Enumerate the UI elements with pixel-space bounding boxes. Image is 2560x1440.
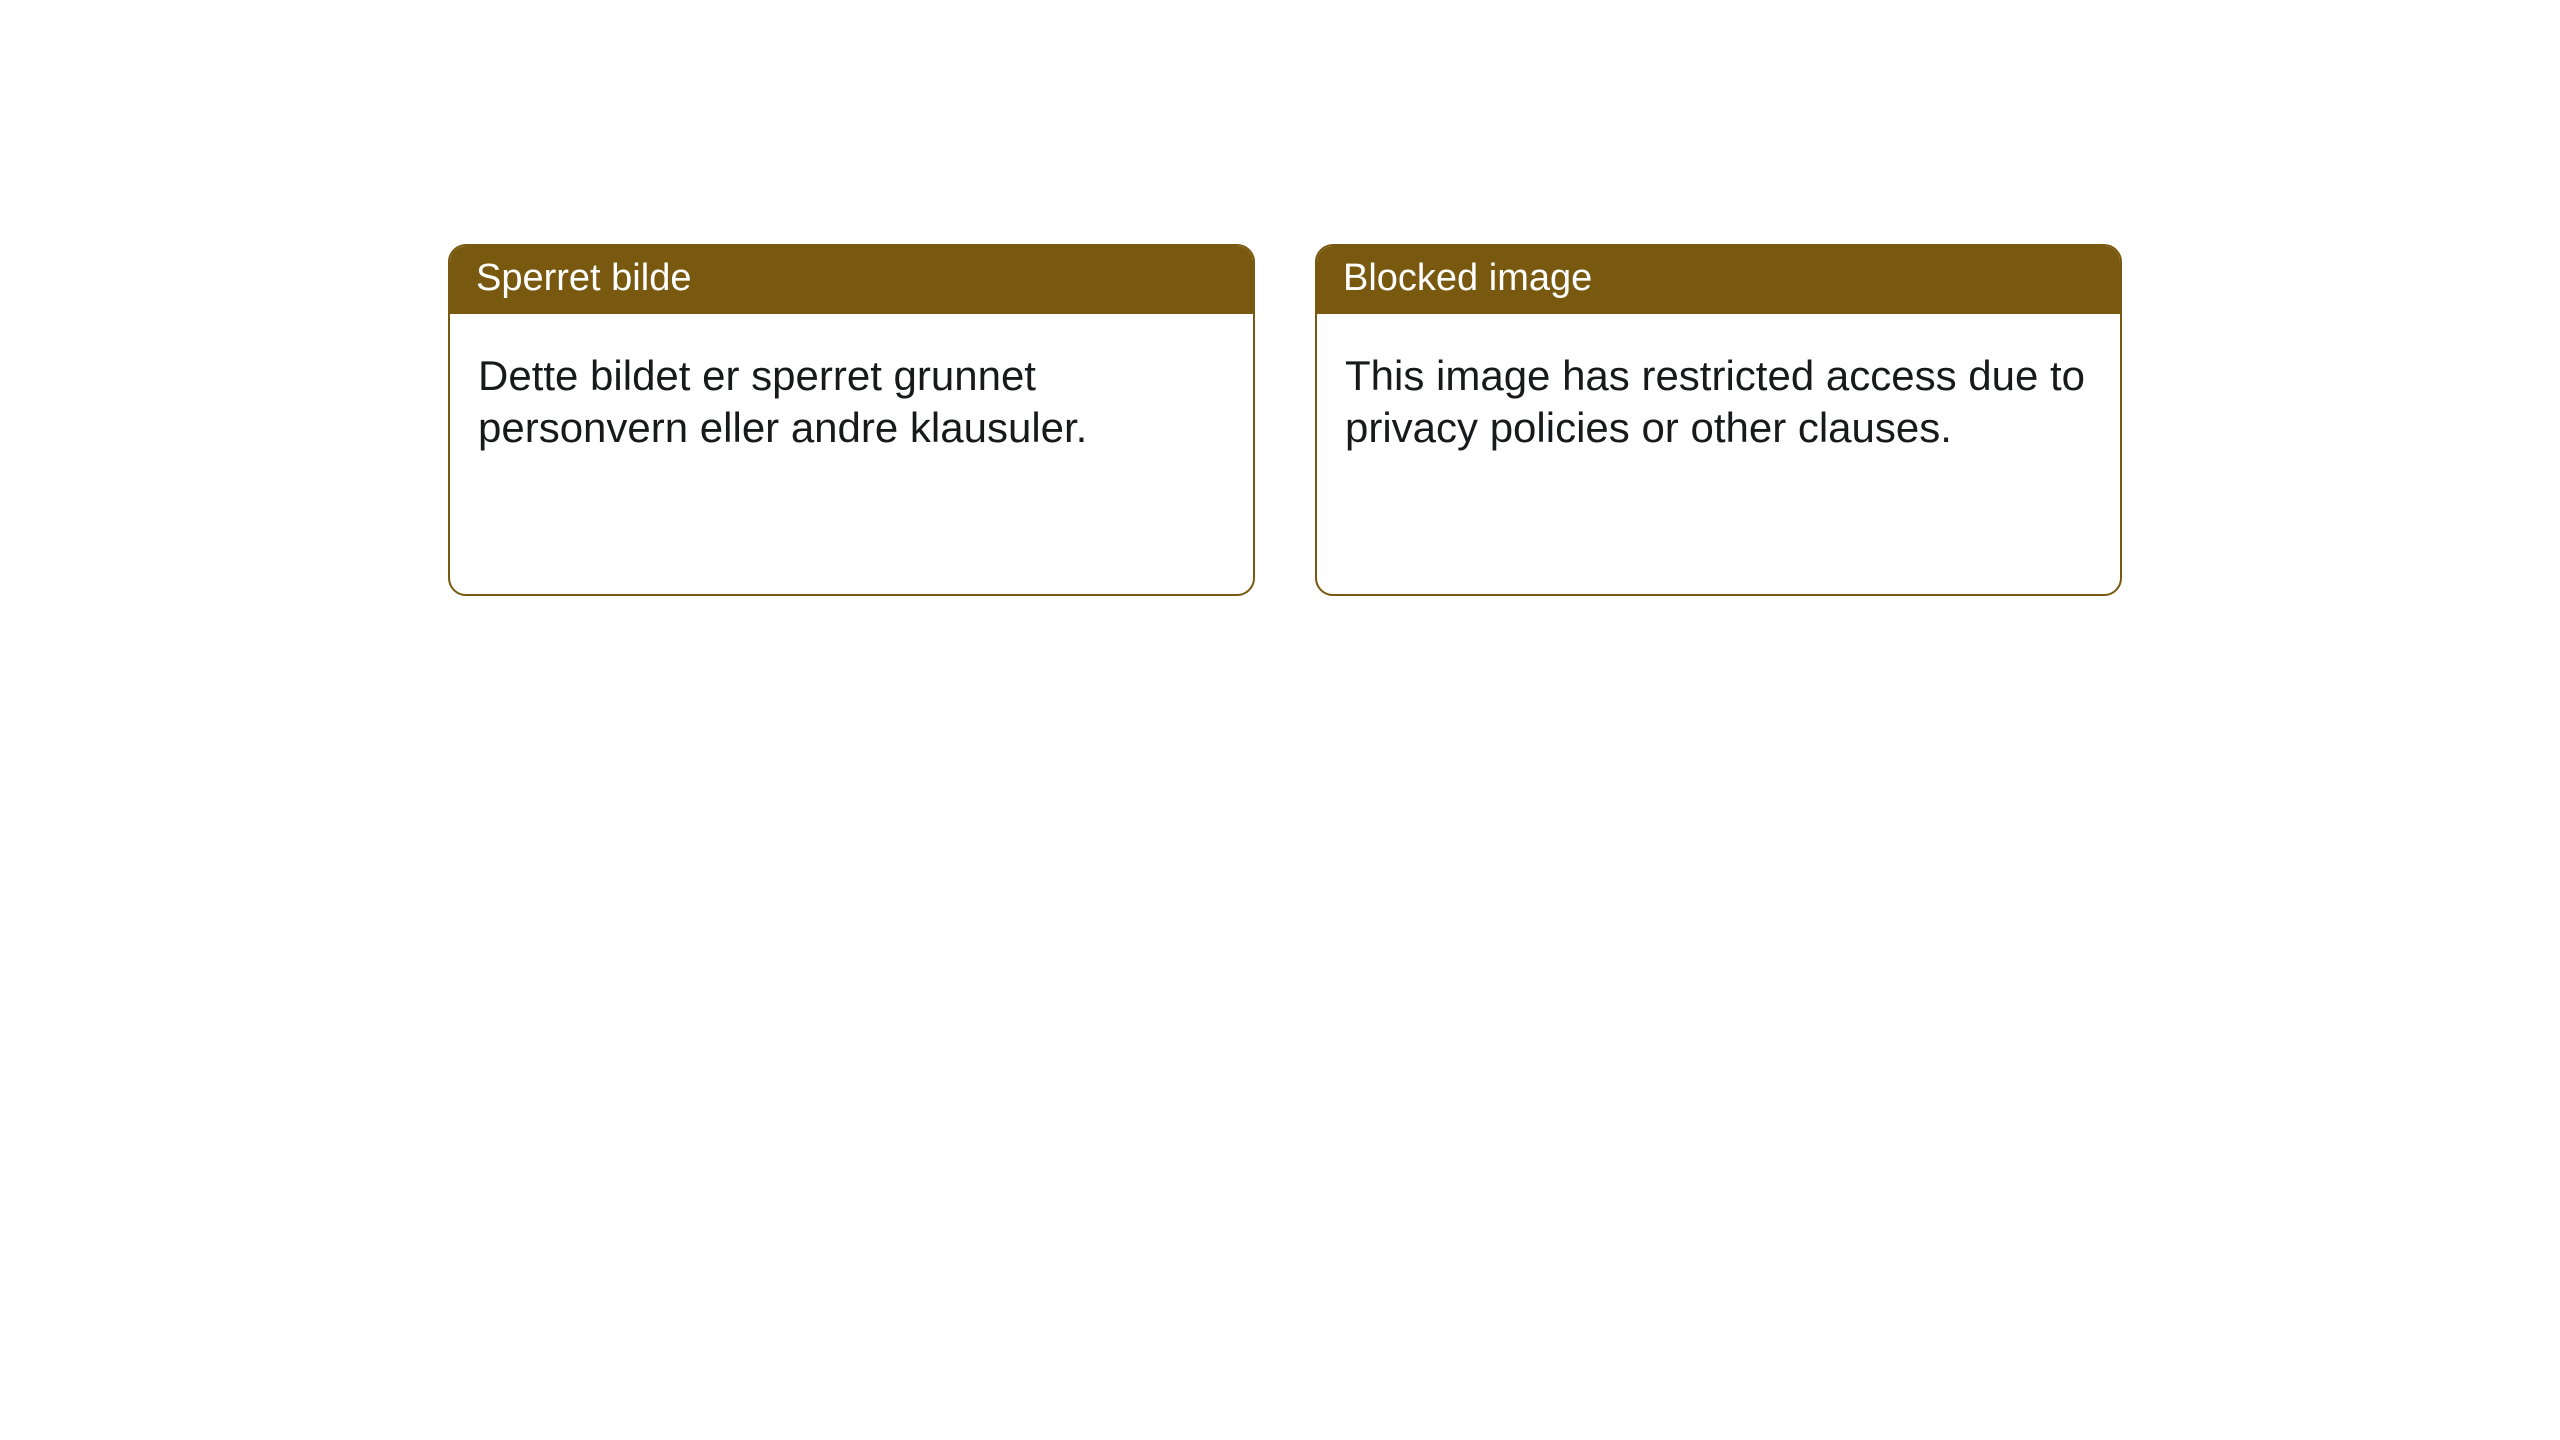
card-header-en: Blocked image <box>1317 246 2120 314</box>
blocked-image-card-en: Blocked image This image has restricted … <box>1315 244 2122 596</box>
notice-container: Sperret bilde Dette bildet er sperret gr… <box>0 0 2560 596</box>
card-body-no: Dette bildet er sperret grunnet personve… <box>450 314 1253 594</box>
blocked-image-card-no: Sperret bilde Dette bildet er sperret gr… <box>448 244 1255 596</box>
card-header-no: Sperret bilde <box>450 246 1253 314</box>
card-body-en: This image has restricted access due to … <box>1317 314 2120 594</box>
